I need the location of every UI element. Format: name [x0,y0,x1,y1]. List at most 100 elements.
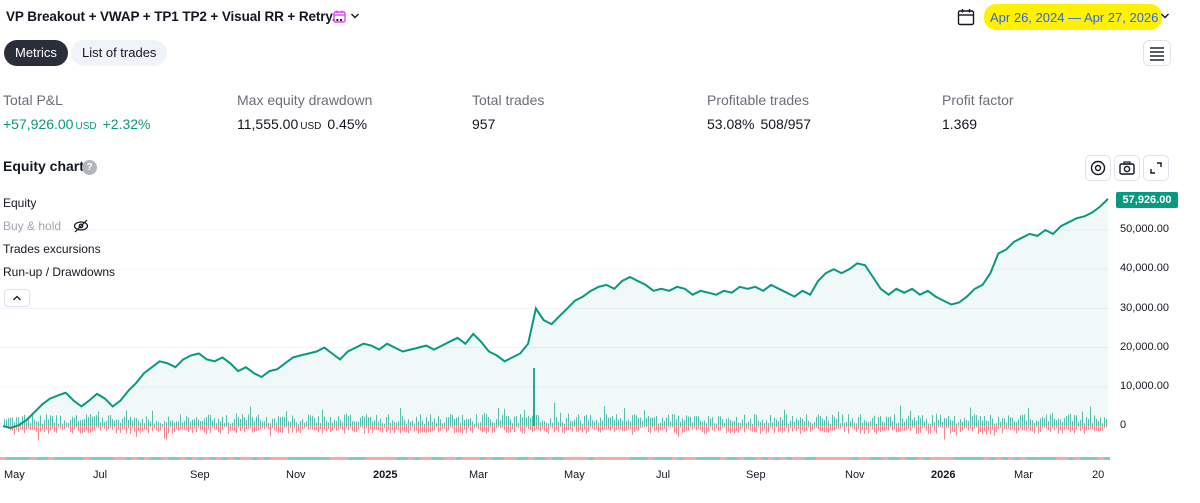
drawdown-bar [424,426,425,433]
runup-bar [644,410,645,426]
drawdown-bar [356,426,357,432]
drawdown-bar [1026,426,1027,431]
runup-bar [696,416,697,426]
drawdown-bar [42,426,43,430]
drawdown-bar [958,426,959,428]
date-range-label: Apr 26, 2024 — Apr 27, 2026 [990,10,1159,25]
runup-bar [648,415,649,426]
runup-bar [484,412,485,426]
calendar-icon[interactable] [957,8,975,26]
chevron-down-icon[interactable] [350,12,360,20]
legend-buy-hold[interactable]: Buy & hold [3,219,62,233]
drawdown-bar [1004,426,1005,430]
trade-outcome-segment [648,457,654,460]
drawdown-bar [166,426,167,440]
trade-outcome-segment [816,457,822,460]
strategy-title[interactable]: VP Breakout + VWAP + TP1 TP2 + Visual RR… [6,9,343,24]
runup-bar [368,417,369,426]
drawdown-bar [302,426,303,430]
runup-bar [122,418,123,426]
drawdown-bar [752,426,753,432]
trade-outcome-segment [234,457,240,460]
runup-bar [192,419,193,426]
trade-outcome-segment [1044,457,1050,460]
runup-bar [980,416,981,426]
runup-bar [872,417,873,426]
runup-bar [12,417,13,426]
menu-button[interactable] [1143,40,1171,66]
drawdown-bar [390,426,391,434]
drawdown-bar [270,426,271,437]
runup-bar [112,419,113,426]
tab-metrics[interactable]: Metrics [4,40,68,66]
drawdown-bar [106,426,107,432]
drawdown-bar [1102,426,1103,431]
trade-outcome-segment [714,457,720,460]
legend-runup-drawdowns[interactable]: Run-up / Drawdowns [3,265,116,279]
runup-bar [60,415,61,426]
drawdown-bar [510,426,511,433]
runup-bar [866,421,867,426]
drawdown-bar [928,426,929,434]
runup-bar [768,423,769,426]
calendar-icon[interactable] [333,10,346,23]
drawdown-bar [266,426,267,428]
runup-bar [486,414,487,426]
runup-bar [724,423,725,426]
legend-trades-excursions[interactable]: Trades excursions [3,242,101,256]
chevron-down-icon[interactable] [1160,12,1170,20]
total-pnl-percent: +2.32% [102,116,151,132]
runup-bar [598,422,599,426]
runup-bar [784,409,785,426]
drawdown-bar [64,426,65,430]
runup-bar [738,422,739,426]
drawdown-bar [230,426,231,431]
runup-bar [450,414,451,426]
screenshot-button[interactable] [1114,155,1140,181]
drawdown-bar [1022,426,1023,431]
runup-bar [846,421,847,426]
runup-bar [106,420,107,426]
total-pnl-value: +57,926.00 [3,116,74,132]
drawdown-bar [584,426,585,430]
trade-outcome-segment [1092,457,1098,460]
eye-off-icon[interactable] [73,219,89,233]
runup-bar [340,419,341,426]
runup-bar [74,417,75,426]
runup-bar [316,422,317,426]
fullscreen-button[interactable] [1143,155,1169,181]
drawdown-bar [1096,426,1097,431]
collapse-legend-button[interactable] [4,289,30,307]
runup-bar [942,422,943,426]
runup-bar [572,421,573,426]
drawdown-bar [202,426,203,431]
drawdown-bar [952,426,953,432]
trade-outcome-segment [744,457,750,460]
runup-bar [538,415,539,426]
settings-button[interactable] [1085,155,1111,181]
runup-bar [182,422,183,426]
drawdown-bar [264,426,265,430]
runup-bar [828,420,829,426]
trade-outcome-segment [612,457,618,460]
runup-bar [496,419,497,426]
runup-bar [84,419,85,426]
runup-bar [870,421,871,426]
runup-bar [46,414,47,426]
drawdown-bar [860,426,861,434]
runup-bar [1024,414,1025,426]
drawdown-bar [632,426,633,435]
drawdown-bar [1082,426,1083,430]
help-icon[interactable]: ? [82,160,97,175]
date-range-button[interactable]: Apr 26, 2024 — Apr 27, 2026 [984,4,1162,30]
trade-outcome-segment [642,457,648,460]
runup-bar [154,423,155,426]
drawdown-bar [996,426,997,433]
runup-bar [82,419,83,426]
runup-bar [1040,418,1041,426]
tab-list-of-trades[interactable]: List of trades [71,40,168,66]
runup-bar [566,418,567,426]
drawdown-bar [686,426,687,431]
legend-equity[interactable]: Equity [3,196,37,210]
runup-bar [834,416,835,426]
